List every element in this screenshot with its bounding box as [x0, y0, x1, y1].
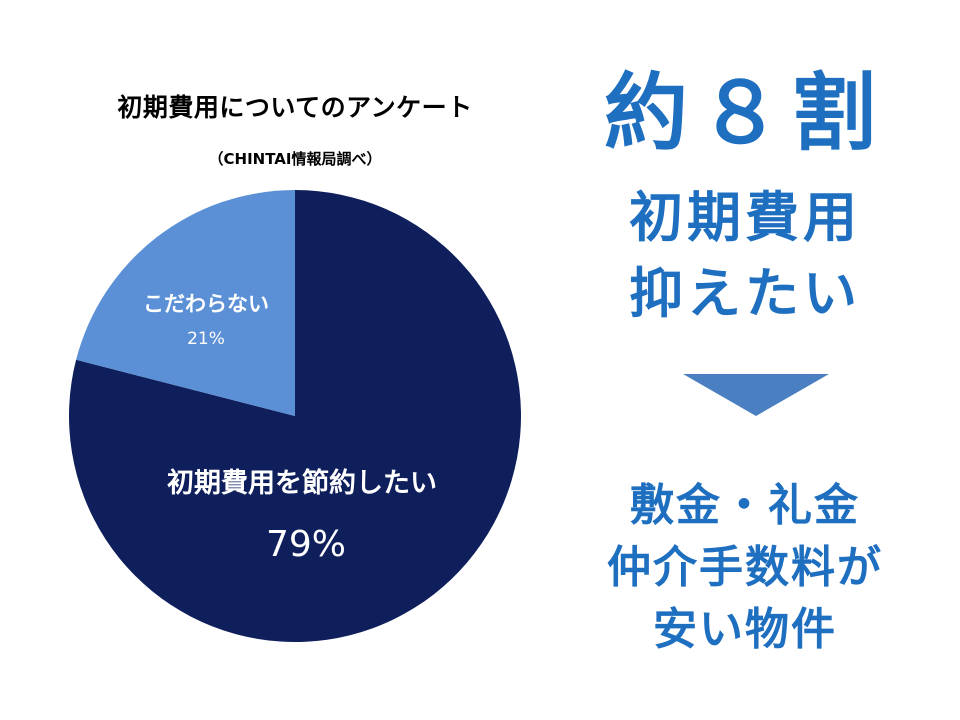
headline-line1: 初期費用 — [629, 186, 861, 249]
slice-value-0: 79% — [266, 524, 346, 565]
result-line1: 敷金・礼金 — [630, 480, 860, 531]
slice-label-1: こだわらない — [143, 292, 269, 316]
chart-title: 初期費用についてのアンケート — [117, 93, 473, 122]
result-line2: 仲介手数料が — [607, 542, 883, 593]
result-line3: 安い物件 — [653, 604, 837, 655]
pie-slice-1 — [76, 190, 295, 416]
chart-subtitle: （CHINTAI情報局調べ） — [208, 150, 382, 168]
headline-line2: 抑えたい — [629, 262, 861, 325]
slice-label-0: 初期費用を節約したい — [167, 467, 437, 499]
slice-value-1: 21% — [187, 329, 225, 349]
headline-percentage: 約８割 — [603, 64, 886, 162]
down-arrow-icon — [683, 374, 829, 416]
